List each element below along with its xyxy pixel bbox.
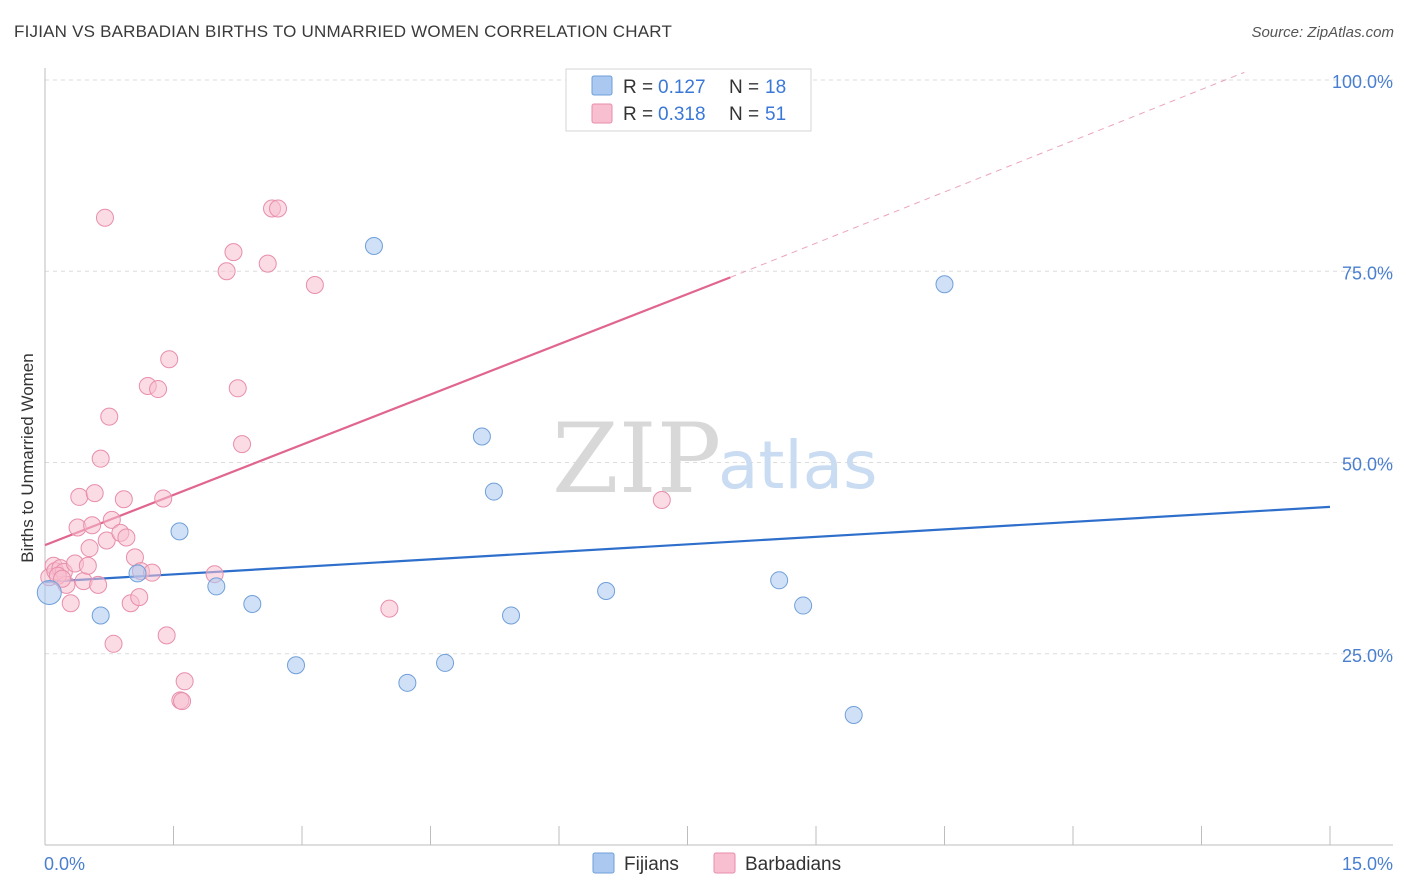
watermark-atlas: atlas (718, 427, 878, 504)
legend-fijians-r-value: 0.127 (658, 77, 706, 98)
fijians-point (207, 577, 226, 596)
fijians-trend-line (44, 505, 1331, 583)
fijians-point (844, 705, 863, 724)
y-axis-title: Births to Unmarried Women (18, 353, 37, 562)
grid-layer (45, 79, 1393, 655)
fijians-point (436, 653, 455, 672)
fijians-point (287, 656, 306, 675)
axes-layer (44, 68, 1393, 846)
fijians-point (91, 606, 110, 625)
barbadians-point (224, 243, 243, 262)
barbadians-point (80, 539, 99, 558)
barbadians-point (89, 575, 108, 594)
y-tick-label: 75.0% (1342, 263, 1393, 283)
barbadians-point (97, 531, 116, 550)
barbadians-point (652, 490, 671, 509)
barbadians-point (70, 487, 89, 506)
barbadians-point (100, 407, 119, 426)
source-credit: Source: ZipAtlas.com (1251, 24, 1394, 41)
barbadians-point (233, 435, 252, 454)
fijians-point (935, 275, 954, 294)
barbadians-point (130, 588, 149, 607)
bottom-legend-swatch-barbadians (713, 852, 736, 874)
fijians-point (597, 582, 616, 601)
y-tick-label: 50.0% (1342, 455, 1393, 475)
barbadians-point (91, 449, 110, 468)
barbadians-point (173, 692, 192, 711)
barbadians-point (258, 254, 277, 273)
fijians-point (770, 571, 789, 590)
barbadians-point (83, 516, 102, 535)
barbadians-point (78, 556, 97, 575)
fijians-point (794, 596, 813, 615)
y-tick-label: 25.0% (1342, 646, 1393, 666)
legend-fijians-n-value: 18 (765, 77, 786, 98)
barbadians-point (217, 262, 236, 281)
barbadians-point (157, 626, 176, 645)
watermark: ZIP atlas (552, 403, 878, 515)
barbadians-point (53, 569, 72, 588)
barbadians-point (160, 350, 179, 369)
barbadians-point (269, 199, 288, 218)
fijians-point (472, 427, 491, 446)
chart-title: FIJIAN VS BARBADIAN BIRTHS TO UNMARRIED … (14, 22, 673, 41)
watermark-zip: ZIP (552, 403, 721, 515)
legend-fijians-n-label: N = (729, 77, 759, 98)
x-tick-label-min: 0.0% (44, 854, 85, 874)
barbadians-point (61, 594, 80, 613)
legend-swatch-barbadians (591, 103, 613, 124)
barbadians-point (102, 510, 121, 529)
barbadians-point (149, 380, 168, 399)
barbadians-point (95, 208, 114, 227)
fijians-point (170, 522, 189, 541)
barbadians-point (228, 379, 247, 398)
legend-fijians-r-label: R = (623, 77, 653, 98)
barbadians-point (305, 276, 324, 295)
legend-barbadians-n-value: 51 (765, 104, 786, 125)
fijians-point (36, 580, 62, 606)
barbadians-point (380, 599, 399, 618)
legend: R = 0.127 N = 18 R = 0.318 N = 51 (565, 68, 812, 132)
x-tick-label-max: 15.0% (1342, 854, 1393, 874)
legend-barbadians-r-value: 0.318 (658, 104, 706, 125)
bottom-legend: Fijians Barbadians (592, 852, 841, 875)
fijians-point (484, 482, 503, 501)
fijians-point (128, 564, 147, 583)
barbadians-point (117, 528, 136, 547)
barbadians-point (175, 672, 194, 691)
points-layer (36, 199, 954, 724)
bottom-legend-fijians: Fijians (624, 854, 679, 875)
barbadians-point (104, 634, 123, 653)
fijians-point (502, 606, 521, 625)
legend-barbadians-n-label: N = (729, 104, 759, 125)
legend-swatch-fijians (591, 75, 613, 96)
barbadians-point (85, 484, 104, 503)
barbadians-point (154, 489, 173, 508)
ticklabel-layer: 25.0% 50.0% 75.0% 100.0% 0.0% 15.0% (44, 72, 1393, 874)
legend-barbadians-r-label: R = (623, 104, 653, 125)
barbadians-point (114, 490, 133, 509)
fijians-point (398, 673, 417, 692)
y-tick-label: 100.0% (1332, 72, 1393, 92)
bottom-legend-swatch-fijians (592, 852, 615, 874)
fijians-point (364, 237, 383, 256)
bottom-legend-barbadians: Barbadians (745, 854, 841, 875)
fijians-point (243, 595, 262, 614)
barbadians-trend-extension (730, 71, 1245, 278)
